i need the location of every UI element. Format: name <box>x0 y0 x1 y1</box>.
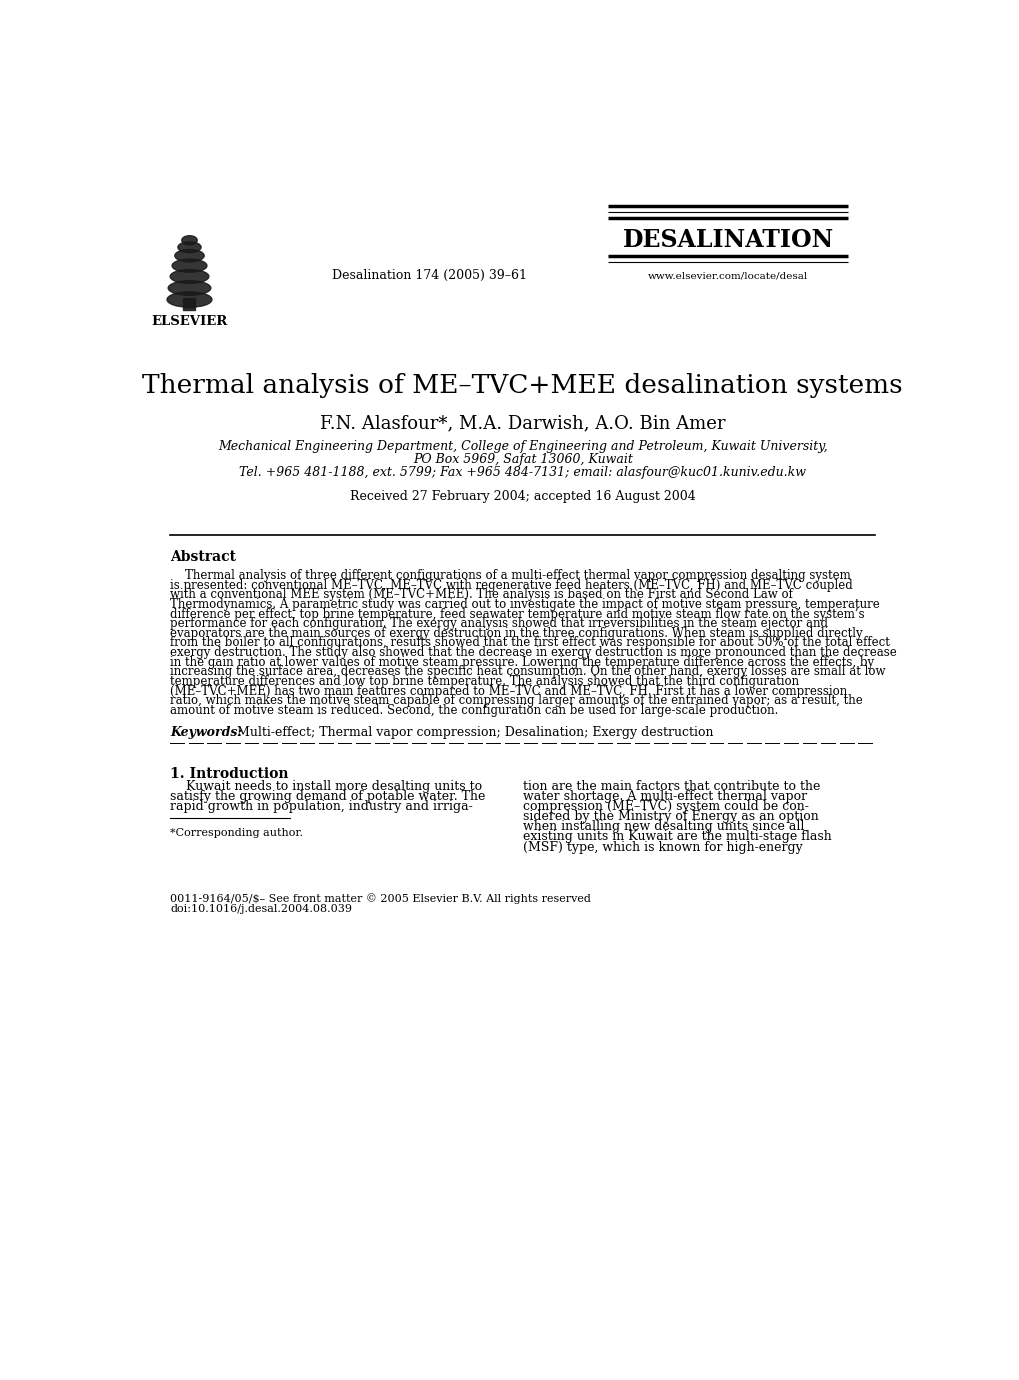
Bar <box>183 298 195 310</box>
Text: ELSEVIER: ELSEVIER <box>151 316 227 328</box>
Text: (MSF) type, which is known for high-energy: (MSF) type, which is known for high-ener… <box>522 840 802 853</box>
Text: when installing new desalting units since all: when installing new desalting units sinc… <box>522 821 803 834</box>
Text: Multi-effect; Thermal vapor compression; Desalination; Exergy destruction: Multi-effect; Thermal vapor compression;… <box>229 726 713 738</box>
Text: Abstract: Abstract <box>170 549 235 564</box>
Text: Received 27 February 2004; accepted 16 August 2004: Received 27 February 2004; accepted 16 A… <box>350 490 695 504</box>
Text: (ME–TVC+MEE) has two main features compared to ME–TVC and ME–TVC, FH. First it h: (ME–TVC+MEE) has two main features compa… <box>170 684 847 697</box>
Text: Thermal analysis of ME–TVC+MEE desalination systems: Thermal analysis of ME–TVC+MEE desalinat… <box>143 373 902 397</box>
Text: *Corresponding author.: *Corresponding author. <box>170 828 303 838</box>
Ellipse shape <box>172 259 207 272</box>
Text: in the gain ratio at lower values of motive steam pressure. Lowering the tempera: in the gain ratio at lower values of mot… <box>170 656 873 669</box>
Text: amount of motive steam is reduced. Second, the configuration can be used for lar: amount of motive steam is reduced. Secon… <box>170 704 777 716</box>
Text: doi:10.1016/j.desal.2004.08.039: doi:10.1016/j.desal.2004.08.039 <box>170 904 352 914</box>
Text: existing units in Kuwait are the multi-stage flash: existing units in Kuwait are the multi-s… <box>522 831 830 843</box>
Text: from the boiler to all configurations, results showed that the first effect was : from the boiler to all configurations, r… <box>170 636 890 650</box>
Text: 0011-9164/05/$– See front matter © 2005 Elsevier B.V. All rights reserved: 0011-9164/05/$– See front matter © 2005 … <box>170 893 590 904</box>
Text: Mechanical Engineering Department, College of Engineering and Petroleum, Kuwait : Mechanical Engineering Department, Colle… <box>218 440 826 453</box>
Text: sidered by the Ministry of Energy as an option: sidered by the Ministry of Energy as an … <box>522 810 817 824</box>
Text: Thermodynamics. A parametric study was carried out to investigate the impact of : Thermodynamics. A parametric study was c… <box>170 598 879 611</box>
Text: performance for each configuration. The exergy analysis showed that irreversibil: performance for each configuration. The … <box>170 617 827 631</box>
Text: Kuwait needs to install more desalting units to: Kuwait needs to install more desalting u… <box>170 781 482 793</box>
Text: PO Box 5969, Safat 13060, Kuwait: PO Box 5969, Safat 13060, Kuwait <box>413 453 632 466</box>
Ellipse shape <box>181 236 197 244</box>
Text: www.elsevier.com/locate/desal: www.elsevier.com/locate/desal <box>647 272 807 280</box>
Text: Tel. +965 481-1188, ext. 5799; Fax +965 484-7131; email: alasfour@kuc01.kuniv.ed: Tel. +965 481-1188, ext. 5799; Fax +965 … <box>239 466 805 479</box>
Text: Desalination 174 (2005) 39–61: Desalination 174 (2005) 39–61 <box>332 269 527 282</box>
Ellipse shape <box>174 250 204 262</box>
Text: ratio, which makes the motive steam capable of compressing larger amounts of the: ratio, which makes the motive steam capa… <box>170 694 862 707</box>
Ellipse shape <box>177 241 201 253</box>
Ellipse shape <box>170 269 209 283</box>
Text: 1. Introduction: 1. Introduction <box>170 767 288 781</box>
Text: evaporators are the main sources of exergy destruction in the three configuratio: evaporators are the main sources of exer… <box>170 627 862 640</box>
Text: DESALINATION: DESALINATION <box>622 228 833 251</box>
Ellipse shape <box>167 293 212 308</box>
Text: increasing the surface area, decreases the specific heat consumption. On the oth: increasing the surface area, decreases t… <box>170 665 884 679</box>
Text: with a conventional MEE system (ME–TVC+MEE). The analysis is based on the First : with a conventional MEE system (ME–TVC+M… <box>170 588 792 602</box>
Text: satisfy the growing demand of potable water. The: satisfy the growing demand of potable wa… <box>170 791 485 803</box>
Text: temperature differences and low top brine temperature. The analysis showed that : temperature differences and low top brin… <box>170 675 799 689</box>
Text: Keywords:: Keywords: <box>170 726 242 738</box>
Text: difference per effect, top brine temperature, feed seawater temperature and moti: difference per effect, top brine tempera… <box>170 607 864 621</box>
Text: water shortage. A multi-effect thermal vapor: water shortage. A multi-effect thermal v… <box>522 791 806 803</box>
Ellipse shape <box>168 280 211 295</box>
Text: F.N. Alasfour*, M.A. Darwish, A.O. Bin Amer: F.N. Alasfour*, M.A. Darwish, A.O. Bin A… <box>320 414 725 432</box>
Text: is presented: conventional ME–TVC, ME–TVC with regenerative feed heaters (ME–TVC: is presented: conventional ME–TVC, ME–TV… <box>170 578 852 592</box>
Text: Thermal analysis of three different configurations of a multi-effect thermal vap: Thermal analysis of three different conf… <box>170 569 850 582</box>
Text: exergy destruction. The study also showed that the decrease in exergy destructio: exergy destruction. The study also showe… <box>170 646 896 660</box>
Text: tion are the main factors that contribute to the: tion are the main factors that contribut… <box>522 781 819 793</box>
Text: compression (ME–TVC) system could be con-: compression (ME–TVC) system could be con… <box>522 800 808 813</box>
Text: rapid growth in population, industry and irriga-: rapid growth in population, industry and… <box>170 800 473 813</box>
